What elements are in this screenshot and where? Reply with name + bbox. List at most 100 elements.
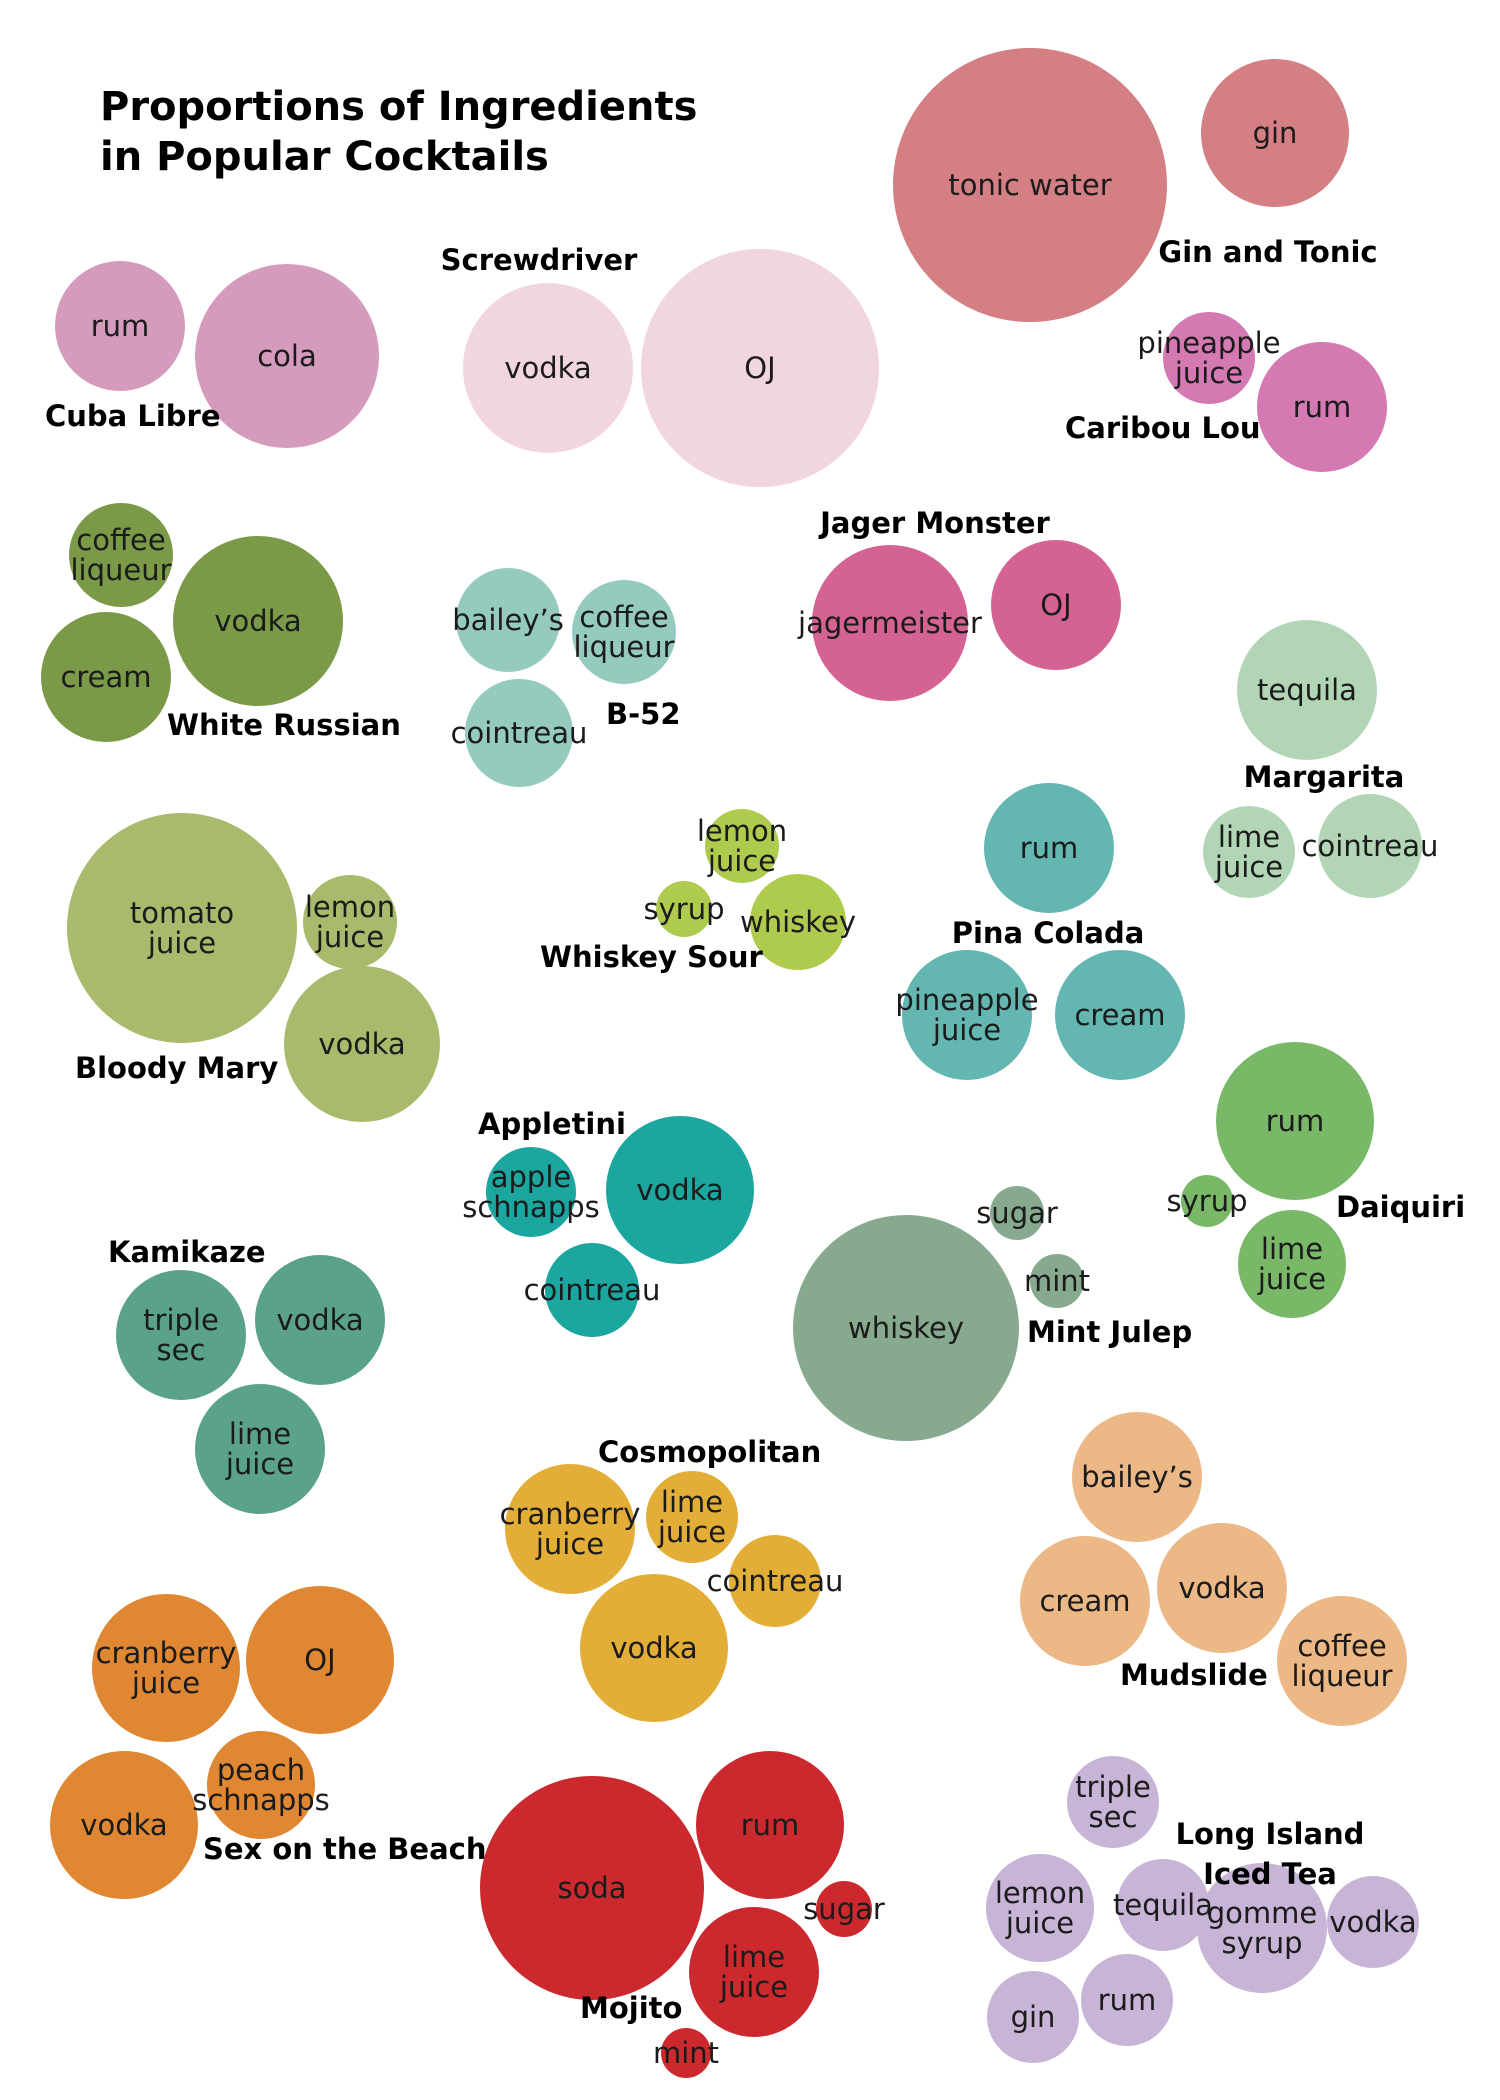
ingredient-label: bailey’s xyxy=(452,603,564,637)
cocktail-name: Kamikaze xyxy=(108,1235,266,1269)
ingredient-bubble-syrup xyxy=(656,881,712,937)
ingredient-label: cola xyxy=(257,339,317,373)
ingredient-label: pineapple xyxy=(895,983,1038,1017)
ingredient-label: juice xyxy=(225,1447,294,1481)
ingredient-label: sugar xyxy=(803,1892,885,1926)
cocktail-name: Caribou Lou xyxy=(1065,411,1261,445)
ingredient-bubble-vodka xyxy=(1157,1523,1287,1653)
title-line-1: Proportions of Ingredients xyxy=(100,84,698,130)
ingredient-label: lime xyxy=(1218,820,1280,854)
ingredient-label: triple xyxy=(143,1303,219,1337)
ingredient-label: vodka xyxy=(1178,1571,1265,1605)
ingredient-label: cream xyxy=(1039,1584,1130,1618)
ingredient-bubble-rum xyxy=(696,1751,844,1899)
ingredient-bubble-cointreau xyxy=(465,679,573,787)
ingredient-label: rum xyxy=(1020,831,1079,865)
ingredient-bubble-cola xyxy=(195,264,379,448)
ingredient-bubble-jagermeister xyxy=(812,545,968,701)
ingredient-bubble-cranberry-juice xyxy=(92,1594,240,1742)
ingredient-label: vodka xyxy=(610,1631,697,1665)
cocktail-name: Appletini xyxy=(478,1107,626,1141)
ingredient-bubble-whiskey xyxy=(793,1215,1019,1441)
ingredient-bubble-vodka xyxy=(1327,1876,1419,1968)
ingredient-label: liqueur xyxy=(573,630,674,664)
ingredient-label: OJ xyxy=(744,351,775,385)
ingredient-bubble-baileys xyxy=(456,568,560,672)
ingredient-label: apple xyxy=(491,1160,572,1194)
ingredient-bubble-vodka xyxy=(284,966,440,1122)
ingredient-bubble-rum xyxy=(1081,1954,1173,2046)
cocktail-cuba-libre: rum cola Cuba Libre xyxy=(45,261,379,448)
cocktail-name: Cuba Libre xyxy=(45,399,221,433)
ingredient-bubble-vodka xyxy=(580,1574,728,1722)
ingredient-bubble-vodka xyxy=(50,1751,198,1899)
ingredient-bubble-triple-sec xyxy=(1067,1756,1159,1848)
ingredient-label: juice xyxy=(315,920,384,954)
ingredient-label: rum xyxy=(1266,1104,1325,1138)
cocktail-name: Screwdriver xyxy=(441,243,638,277)
title-line-2: in Popular Cocktails xyxy=(100,134,549,180)
ingredient-label: juice xyxy=(657,1515,726,1549)
ingredient-label: tequila xyxy=(1257,673,1357,707)
ingredient-bubble-lemon-juice xyxy=(705,809,779,883)
ingredient-bubble-tequila xyxy=(1117,1859,1209,1951)
ingredient-label: tomato xyxy=(130,896,234,930)
ingredient-bubble-lime-juice xyxy=(689,1907,819,2037)
ingredient-bubble-rum xyxy=(984,783,1114,913)
ingredient-label: liqueur xyxy=(70,553,171,587)
ingredient-label: cream xyxy=(1074,998,1165,1032)
ingredient-label: sugar xyxy=(976,1196,1058,1230)
ingredient-label: vodka xyxy=(636,1173,723,1207)
ingredient-bubble-oj xyxy=(246,1586,394,1734)
ingredient-label: lemon xyxy=(995,1876,1085,1910)
ingredient-label: bailey’s xyxy=(1081,1460,1193,1494)
ingredient-label: whiskey xyxy=(740,905,856,939)
ingredient-label: soda xyxy=(557,1871,626,1905)
ingredient-bubble-mint xyxy=(1030,1254,1084,1308)
ingredient-bubble-lime-juice xyxy=(1203,806,1295,898)
ingredient-label: coffee xyxy=(76,523,165,557)
ingredient-bubble-rum xyxy=(1216,1042,1374,1200)
cocktail-name: Gin and Tonic xyxy=(1158,235,1377,269)
ingredient-label: schnapps xyxy=(192,1783,330,1817)
ingredient-bubble-pineapple-juice xyxy=(902,950,1032,1080)
cocktail-name: Mint Julep xyxy=(1027,1315,1192,1349)
ingredient-bubble-tequila xyxy=(1237,620,1377,760)
ingredient-label: juice xyxy=(131,1666,200,1700)
ingredient-bubble-triple-sec xyxy=(116,1270,246,1400)
ingredient-bubble-syrup xyxy=(1181,1175,1233,1227)
ingredient-bubble-coffee-liqueur xyxy=(572,580,676,684)
cocktail-name: Daiquiri xyxy=(1336,1190,1465,1224)
ingredient-bubble-rum xyxy=(1257,342,1387,472)
ingredient-label: vodka xyxy=(80,1808,167,1842)
ingredient-bubble-pineapple-juice xyxy=(1163,312,1255,404)
ingredient-bubble-coffee-liqueur xyxy=(69,503,173,607)
ingredient-bubble-peach-schnapps xyxy=(207,1731,315,1839)
ingredient-bubble-lime-juice xyxy=(646,1471,738,1563)
cocktail-gin-and-tonic: tonic water gin Gin and Tonic xyxy=(893,48,1378,322)
ingredient-bubble-sugar xyxy=(990,1186,1044,1240)
ingredient-label: lime xyxy=(229,1417,291,1451)
ingredient-label: pineapple xyxy=(1137,326,1280,360)
ingredient-label: liqueur xyxy=(1291,1659,1392,1693)
ingredient-bubble-whiskey xyxy=(750,874,846,970)
ingredient-label: vodka xyxy=(214,604,301,638)
ingredient-label: syrup xyxy=(1222,1926,1303,1960)
ingredient-label: cranberry xyxy=(96,1636,237,1670)
ingredient-bubble-lemon-juice xyxy=(986,1854,1094,1962)
ingredient-label: tonic water xyxy=(948,168,1111,202)
cocktail-cosmopolitan: cranberryjuicelimejuicecointreauvodkaCos… xyxy=(500,1435,843,1722)
ingredient-label: gin xyxy=(1011,2000,1056,2034)
ingredient-label: vodka xyxy=(318,1027,405,1061)
